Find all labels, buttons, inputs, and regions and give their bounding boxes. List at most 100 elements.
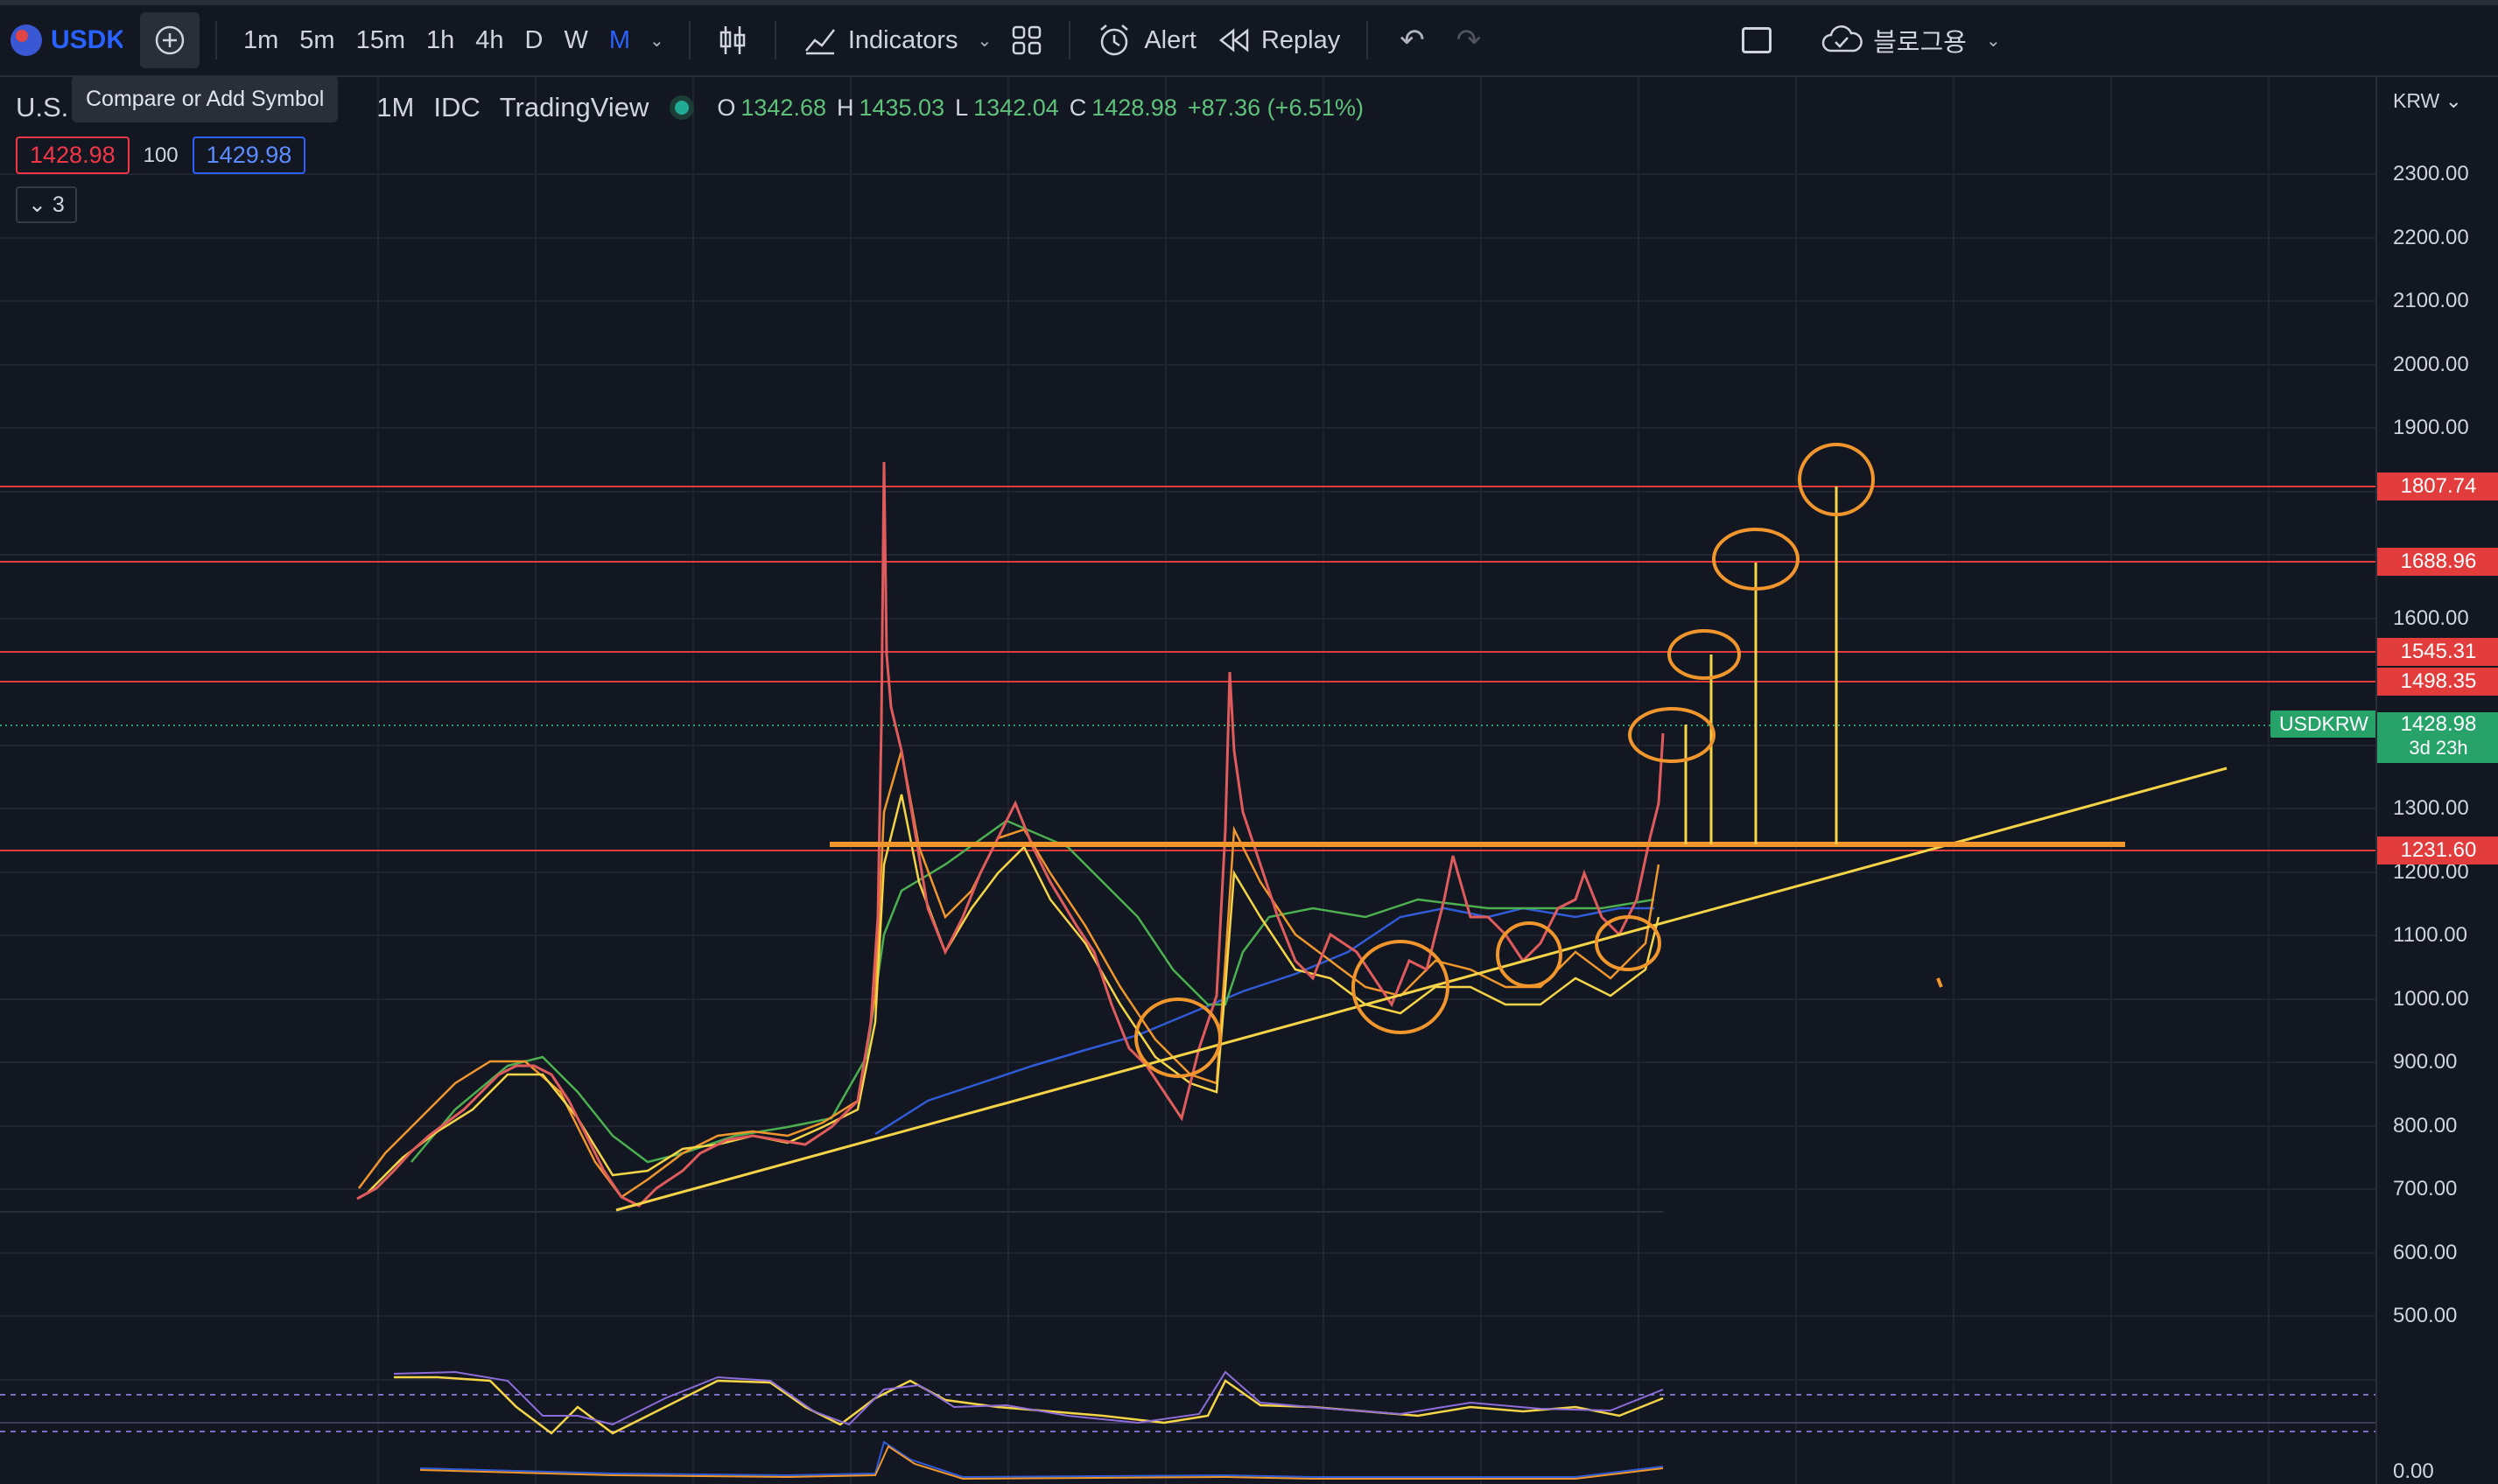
red-price-levels[interactable] bbox=[0, 486, 2375, 851]
indicators-chart-icon bbox=[804, 29, 835, 55]
horizontal-gridlines bbox=[0, 173, 2375, 1381]
ohlc-low-label: L bbox=[955, 94, 969, 121]
ohlc-change: +87.36 (+6.51%) bbox=[1187, 94, 1364, 121]
ohlc-open: 1342.68 bbox=[740, 94, 826, 121]
legend-interval: 1M bbox=[376, 92, 415, 122]
interval-dropdown-chevron-down-icon[interactable]: ⌄ bbox=[649, 31, 664, 51]
current-price-value: 1428.98 bbox=[2400, 712, 2477, 736]
account-label: 블로그용 bbox=[1873, 29, 1967, 57]
candlestick-icon bbox=[719, 26, 746, 54]
vertical-gridlines bbox=[377, 77, 2270, 1484]
ohlc-close-label: C bbox=[1069, 94, 1087, 121]
sell-price-button[interactable]: 1428.98 bbox=[16, 136, 130, 174]
interval-15m[interactable]: 15m bbox=[355, 25, 406, 54]
price-tick: 500.00 bbox=[2393, 1304, 2458, 1327]
grid-layout-icon bbox=[1013, 25, 1042, 55]
symbol-price-tag: USDKRW bbox=[2270, 710, 2377, 738]
chart-legend: U.S. 1M IDC TradingView O 1342.68 H 1435.0… bbox=[16, 88, 1374, 223]
compare-add-symbol-button[interactable] bbox=[140, 12, 200, 68]
layouts-button[interactable] bbox=[1000, 12, 1053, 68]
current-price-label: 1428.98 3d 23h bbox=[2377, 712, 2498, 763]
bid-ask-row: 1428.98 100 1429.98 bbox=[16, 136, 1374, 174]
plus-circle-icon bbox=[155, 25, 185, 55]
interval-w[interactable]: W bbox=[564, 25, 588, 54]
currency-label: KRW bbox=[2393, 89, 2440, 112]
currency-selector[interactable]: KRW ⌄ bbox=[2393, 89, 2462, 113]
bar-countdown: 3d 23h bbox=[2409, 737, 2468, 759]
price-tick: 2100.00 bbox=[2393, 289, 2469, 312]
price-tick: 2300.00 bbox=[2393, 162, 2469, 186]
market-status-icon[interactable] bbox=[675, 101, 690, 115]
undo-icon[interactable]: ↶ bbox=[1400, 24, 1425, 57]
rising-trendline[interactable] bbox=[615, 766, 2228, 1212]
chart-type-button[interactable] bbox=[706, 12, 759, 68]
indicators-chevron-down-icon[interactable]: ⌄ bbox=[977, 31, 993, 51]
divider bbox=[688, 21, 691, 60]
ma-blue bbox=[874, 906, 1654, 1136]
legend-source: IDC bbox=[433, 92, 481, 122]
chevron-down-icon: ⌄ bbox=[2445, 89, 2462, 112]
save-layout-button[interactable]: 블로그용 bbox=[1810, 12, 1977, 68]
price-tick: 2000.00 bbox=[2393, 353, 2469, 376]
divider bbox=[215, 21, 217, 60]
rewind-icon bbox=[1218, 28, 1249, 52]
divider bbox=[774, 21, 776, 60]
level-label: 1688.96 bbox=[2377, 548, 2498, 576]
ohlc-open-label: O bbox=[717, 94, 736, 121]
indicators-count: 3 bbox=[52, 192, 65, 217]
interval-5m[interactable]: 5m bbox=[299, 25, 335, 54]
price-scale[interactable]: KRW ⌄ 2300.00 2200.00 2100.00 2000.00 19… bbox=[2375, 77, 2498, 1484]
interval-m[interactable]: M bbox=[608, 25, 631, 54]
symbol-name[interactable]: USDKRW bbox=[51, 25, 123, 54]
oscillator-pane bbox=[0, 1370, 2375, 1480]
alarm-clock-icon bbox=[1100, 24, 1129, 56]
chevron-down-icon: ⌄ bbox=[28, 192, 46, 217]
indicators-collapse-toggle[interactable]: ⌄ 3 bbox=[16, 186, 77, 223]
legend-symbol-title: U.S. bbox=[16, 92, 69, 122]
price-chart[interactable] bbox=[0, 77, 2375, 1484]
divider bbox=[1069, 21, 1071, 60]
alert-label: Alert bbox=[1144, 25, 1196, 54]
price-tick: 800.00 bbox=[2393, 1114, 2458, 1138]
replay-button[interactable]: Replay bbox=[1207, 12, 1351, 68]
stray-mark bbox=[1936, 977, 1943, 988]
fullscreen-icon[interactable] bbox=[1742, 27, 1772, 53]
price-tick: 1100.00 bbox=[2393, 923, 2467, 947]
ohlc-high: 1435.03 bbox=[859, 94, 945, 121]
level-label: 1231.60 bbox=[2377, 836, 2498, 864]
price-tick: 900.00 bbox=[2393, 1050, 2458, 1074]
replay-label: Replay bbox=[1260, 25, 1341, 54]
interval-1h[interactable]: 1h bbox=[426, 25, 455, 54]
legend-platform: TradingView bbox=[499, 92, 649, 122]
alert-button[interactable]: Alert bbox=[1086, 12, 1207, 68]
target-projections[interactable] bbox=[1684, 486, 1838, 844]
indicators-button[interactable]: Indicators bbox=[792, 12, 969, 68]
divider bbox=[1366, 21, 1369, 60]
annotation-circles[interactable] bbox=[1134, 443, 1875, 1078]
price-tick: 1600.00 bbox=[2393, 606, 2469, 630]
ma-yellow bbox=[367, 794, 1660, 1194]
layout-chevron-down-icon[interactable]: ⌄ bbox=[1985, 31, 2001, 51]
symbol-logo-icon bbox=[11, 24, 42, 56]
price-tick: 1000.00 bbox=[2393, 987, 2469, 1011]
price-tick: 600.00 bbox=[2393, 1241, 2458, 1264]
interval-d[interactable]: D bbox=[524, 25, 544, 54]
top-toolbar: USDKRW 1m 5m 15m 1h 4h D W M ⌄ Indicator… bbox=[0, 0, 2498, 77]
interval-4h[interactable]: 4h bbox=[475, 25, 504, 54]
symbol-search[interactable]: USDKRW bbox=[0, 12, 123, 68]
price-tick: 1900.00 bbox=[2393, 416, 2469, 439]
redo-icon[interactable]: ↷ bbox=[1456, 24, 1482, 57]
ohlc-high-label: H bbox=[836, 94, 854, 121]
buy-price-button[interactable]: 1429.98 bbox=[192, 136, 306, 174]
price-tick: 700.00 bbox=[2393, 1177, 2458, 1200]
level-label: 1498.35 bbox=[2377, 668, 2498, 696]
compare-add-symbol-tooltip: Compare or Add Symbol bbox=[72, 75, 339, 122]
level-label: 1545.31 bbox=[2377, 638, 2498, 666]
spread-value: 100 bbox=[143, 143, 179, 167]
interval-1m[interactable]: 1m bbox=[243, 25, 279, 54]
ohlc-close: 1428.98 bbox=[1091, 94, 1177, 121]
ohlc-low: 1342.04 bbox=[973, 94, 1059, 121]
cloud-check-icon bbox=[1821, 25, 1863, 52]
legend-title-row[interactable]: U.S. 1M IDC TradingView O 1342.68 H 1435.0… bbox=[16, 88, 1374, 128]
level-label: 1807.74 bbox=[2377, 472, 2498, 500]
